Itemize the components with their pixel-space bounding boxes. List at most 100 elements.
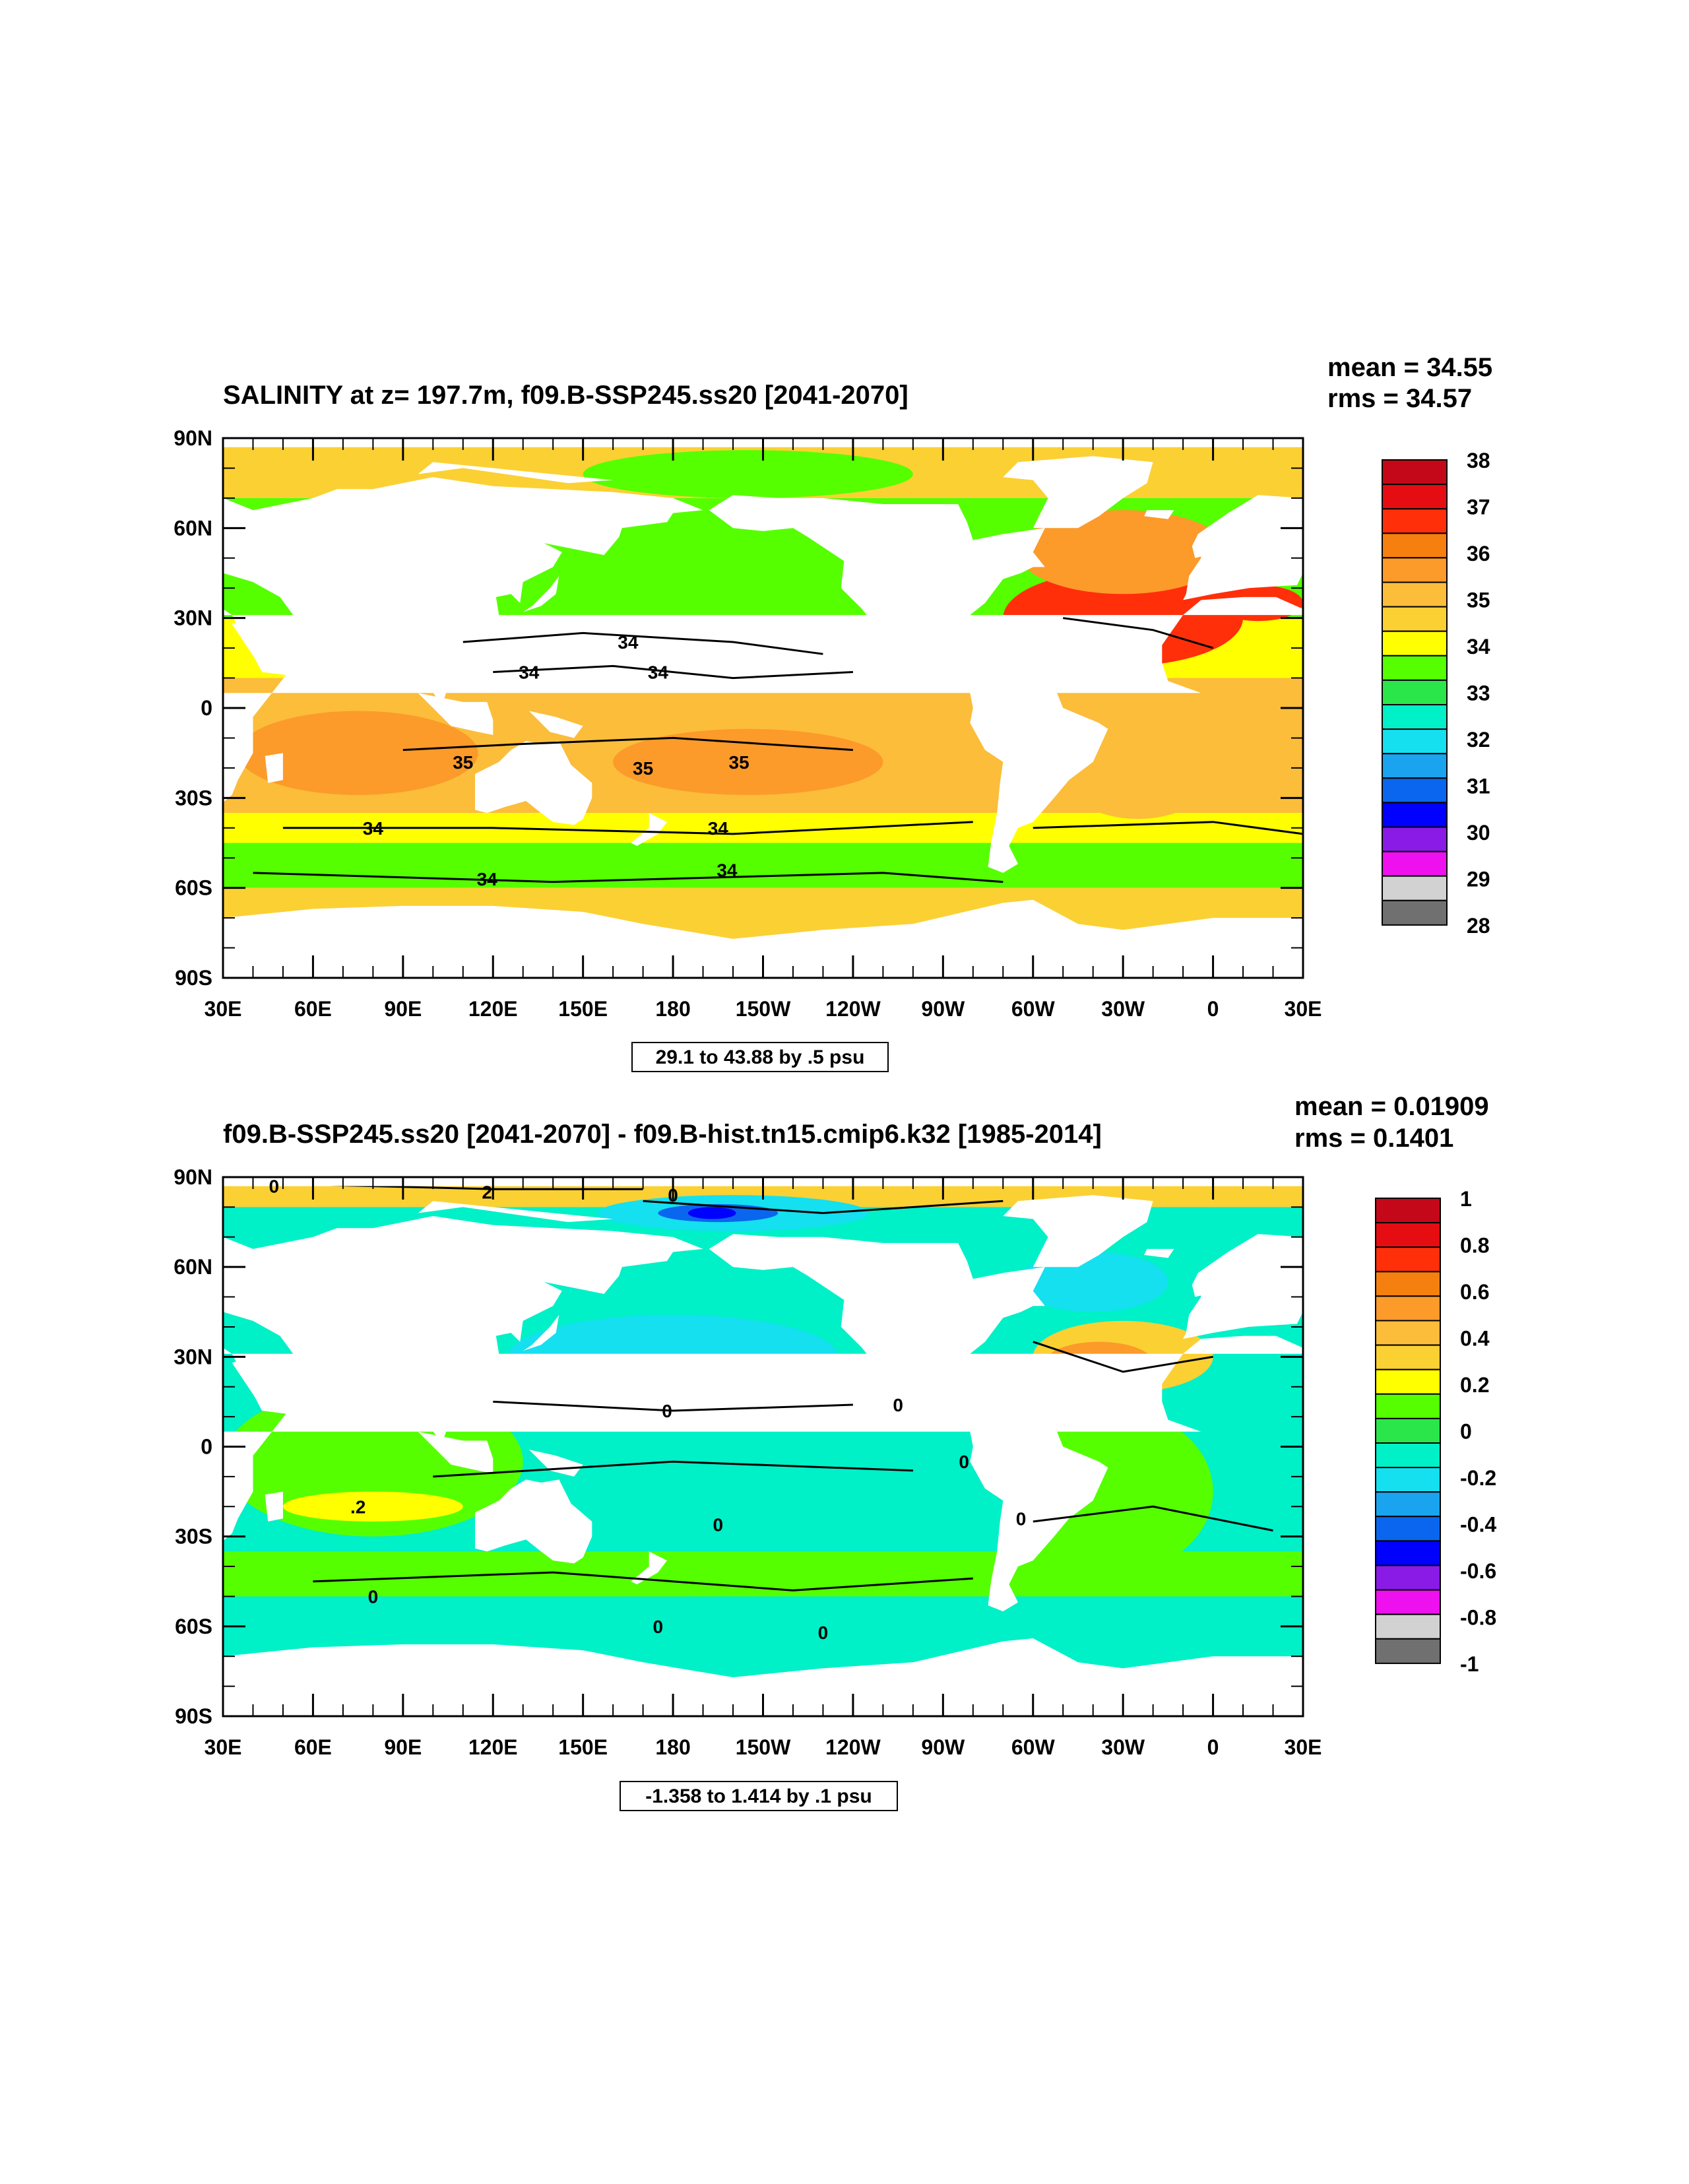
land-india [334,1357,397,1423]
colorbar: 38 37 36 35 34 33 32 31 30 29 28 [1382,449,1490,938]
contour-label: 34 [519,662,540,682]
lon-label: 30W [1101,997,1145,1021]
arctic-core [687,1207,736,1219]
colorbar-swatch [1375,1344,1441,1370]
lat-label: 30N [174,606,212,630]
colorbar-label: 31 [1467,774,1490,798]
colorbar-label: 37 [1467,495,1490,519]
contour-line-5 [1033,821,1303,835]
range-note: 29.1 to 43.88 by .5 psu [656,1046,865,1068]
colorbar-label: 28 [1467,914,1490,938]
range-note-box [620,1781,898,1811]
lon-label: 150E [558,1735,608,1759]
land-africa [223,596,1303,803]
contour-label: 0 [713,1515,724,1535]
contour-line-4 [313,1571,973,1591]
lon-label: 30E [205,1735,242,1759]
colorbar-swatch [1375,1271,1441,1297]
land-australia [475,741,592,825]
lon-label: 180 [655,1735,690,1759]
contour-label: 35 [633,758,653,779]
colorbar-swatch [1382,875,1448,901]
contour-line-6 [1033,1341,1213,1373]
colorbar-label: -0.4 [1460,1512,1496,1536]
contour-label: 34 [708,818,729,839]
lon-label: 30E [1285,997,1322,1021]
lat-label: 90S [175,1704,212,1728]
lon-label: 60W [1011,997,1056,1021]
lon-label: 150E [558,997,608,1021]
colorbar-swatch [1375,1491,1441,1518]
lat-label: 90S [175,966,212,990]
lon-label: 30W [1101,1735,1145,1759]
lon-label: 120W [825,997,881,1021]
colorbar-label: 29 [1467,867,1490,891]
colorbar-swatch [1382,581,1448,608]
land-iceland [1144,1248,1174,1258]
contour-label: 0 [662,1401,672,1421]
contour-line-1 [643,1200,1004,1215]
colorbar-swatch [1382,508,1448,534]
land-arcticIsl [418,1201,614,1223]
lon-label: 150W [736,997,791,1021]
contour-label: 34 [717,860,738,880]
indian-yellow-band [282,1491,463,1522]
colorbar-label: 32 [1467,728,1490,752]
land-japan [523,1314,559,1351]
colorbar-swatch [1382,630,1448,657]
land-greenland [1003,456,1153,529]
colorbar-swatch [1375,1320,1441,1346]
colorbar-swatch [1375,1368,1441,1395]
colorbar-swatch [1382,557,1448,583]
colorbar-label: 34 [1467,635,1490,658]
colorbar-label: -0.2 [1460,1466,1496,1490]
land-northam [709,495,1045,682]
map-panel-2: 02000.200000090N60N30N030S60S90S30E60E90… [174,1092,1496,1811]
salinity-field [223,447,1303,942]
lon-label: 0 [1207,997,1219,1021]
colorbar-label: 0.8 [1460,1233,1489,1257]
southern-green-band [223,1551,1303,1597]
colorbar-swatch [1375,1442,1441,1469]
land-europe [1183,1234,1303,1339]
colorbar-label: 35 [1467,588,1490,612]
southern-ocean-band [223,843,1303,888]
land-eurasia [223,477,703,705]
lon-label: 120W [825,1735,881,1759]
contour-label: 0 [368,1586,379,1607]
contour-label: 34 [477,869,498,889]
land-nz [631,813,667,846]
contour-label: 0 [269,1176,280,1197]
land-southam [970,1411,1108,1612]
lat-label: 60S [175,1615,212,1638]
lon-label: 0 [1207,1735,1219,1759]
lat-label: 30N [174,1345,212,1368]
colorbar-label: 33 [1467,681,1490,705]
land-uk [1192,1273,1207,1297]
contour-line-5 [1033,1505,1273,1532]
colorbar-swatch [1375,1589,1441,1615]
lon-label: 60E [294,997,332,1021]
land-arcticIsl [418,462,614,484]
land-png [528,711,583,738]
land-antarctica [223,899,1303,942]
colorbar-swatch [1375,1222,1441,1248]
land-png [528,1450,583,1477]
colorbar-label: -0.6 [1460,1559,1496,1583]
land-europe [1183,495,1303,600]
land-arabia [232,1357,307,1408]
colorbar-swatch [1375,1295,1441,1322]
range-note-box [631,1042,889,1072]
colorbar-label: -1 [1460,1652,1479,1676]
lon-label: 60W [1011,1735,1056,1759]
lon-label: 120E [468,1735,518,1759]
lon-label: 90E [384,997,422,1021]
contour-label: 0 [818,1622,829,1643]
panel-title: SALINITY at z= 197.7m, f09.B-SSP245.ss20… [223,381,908,410]
land-madagascar [265,1491,283,1522]
colorbar-swatch [1375,1540,1441,1566]
contour-line-0 [462,631,823,655]
colorbar-swatch [1382,484,1448,510]
lat-label: 60N [174,1255,212,1279]
contour-label: 0 [653,1617,664,1637]
